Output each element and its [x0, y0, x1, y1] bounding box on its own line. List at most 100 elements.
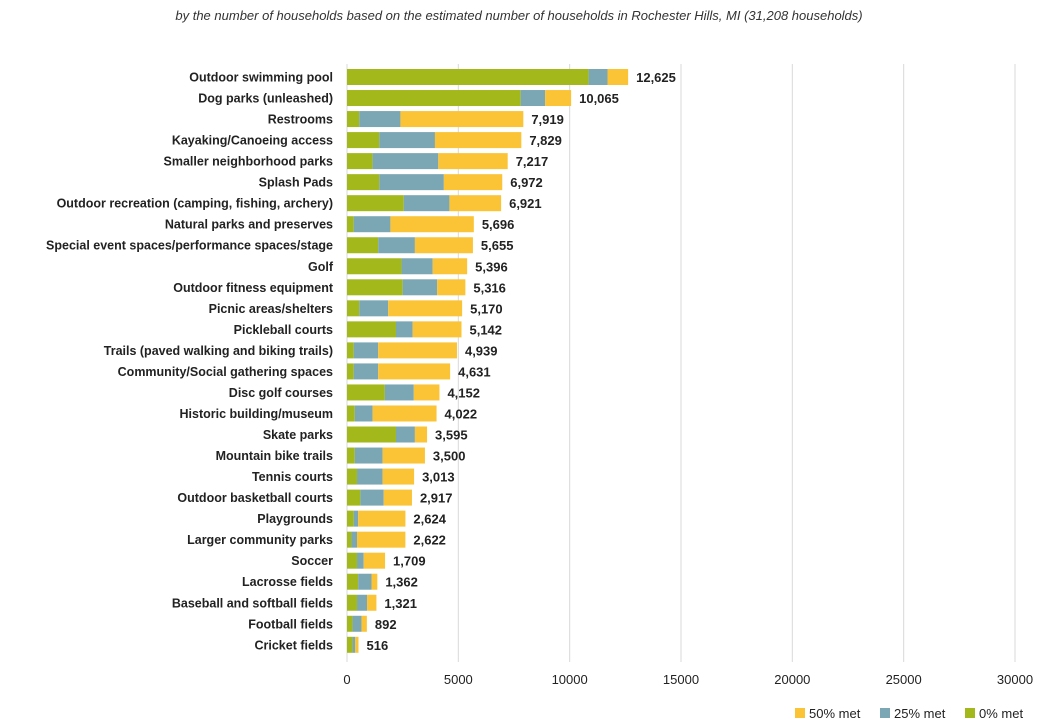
category-label: Golf [308, 260, 334, 274]
bar-segment [357, 552, 364, 569]
bar-segment [367, 594, 377, 611]
bar-segment [347, 342, 354, 359]
x-tick-label: 15000 [663, 672, 699, 687]
x-tick-label: 0 [343, 672, 350, 687]
bar-segment [395, 426, 415, 443]
bar-segment [372, 405, 437, 422]
bar-segment [379, 174, 444, 191]
bar-segment [372, 153, 439, 170]
bar-segment [347, 363, 354, 380]
bar-segment [347, 573, 359, 590]
bar-segment [402, 279, 438, 296]
bar-segment [607, 69, 629, 85]
value-label: 5,396 [475, 259, 508, 274]
bar-segment [414, 237, 473, 254]
bar-segment [347, 384, 385, 401]
bar-segment [395, 321, 413, 338]
value-label: 516 [366, 638, 388, 653]
bar-segment [443, 174, 503, 191]
value-label: 892 [375, 617, 397, 632]
category-label: Pickleball courts [234, 323, 333, 337]
bar-segment [354, 405, 373, 422]
bar-segment [412, 321, 462, 338]
value-label: 1,709 [393, 554, 426, 569]
bar-segment [378, 237, 415, 254]
category-label: Outdoor fitness equipment [173, 281, 334, 295]
category-label: Soccer [291, 554, 333, 568]
value-label: 5,142 [469, 322, 502, 337]
value-label: 12,625 [636, 70, 676, 85]
bar-segment [347, 426, 396, 443]
category-label: Trails (paved walking and biking trails) [104, 344, 333, 358]
bar-segment [347, 489, 361, 506]
bar-segment [347, 111, 360, 128]
category-label: Outdoor swimming pool [189, 71, 333, 85]
value-label: 2,624 [413, 512, 446, 527]
value-label: 7,919 [531, 112, 564, 127]
category-label: Mountain bike trails [216, 449, 333, 463]
bar-segment [352, 636, 356, 653]
bar-segment [401, 258, 433, 275]
bar-segment [414, 426, 428, 443]
bar-segment [434, 132, 522, 149]
bar-segment [363, 552, 386, 569]
bar-segment [588, 69, 608, 85]
bar-segment [355, 636, 359, 653]
value-label: 5,170 [470, 301, 503, 316]
value-label: 5,696 [482, 217, 515, 232]
bar-segment [347, 468, 358, 485]
bar-segment [358, 573, 372, 590]
category-label: Baseball and softball fields [172, 596, 333, 610]
x-tick-label: 5000 [444, 672, 473, 687]
category-label: Historic building/museum [180, 407, 334, 421]
value-label: 4,631 [458, 364, 491, 379]
bar-segment [382, 468, 415, 485]
bar-segment [352, 615, 362, 632]
bar-segment [347, 237, 379, 254]
bar-segment [545, 90, 572, 107]
bar-segment [347, 258, 402, 275]
value-label: 6,921 [509, 196, 542, 211]
category-label: Dog parks (unleashed) [198, 92, 333, 106]
bar-segment [403, 195, 450, 212]
category-label: Restrooms [268, 113, 333, 127]
bar-segment [358, 510, 406, 527]
bar-segment [347, 510, 354, 527]
category-label: Outdoor recreation (camping, fishing, ar… [57, 197, 333, 211]
category-label: Cricket fields [254, 638, 333, 652]
value-label: 10,065 [579, 91, 619, 106]
bar-segment [371, 573, 378, 590]
category-label: Community/Social gathering spaces [118, 365, 333, 379]
bar-segment [347, 615, 353, 632]
bar-segment [449, 195, 502, 212]
category-label: Tennis courts [252, 470, 333, 484]
bar-segment [378, 342, 457, 359]
bar-segment [383, 489, 412, 506]
value-label: 1,362 [385, 575, 418, 590]
bar-segment [347, 405, 355, 422]
value-label: 3,500 [433, 449, 466, 464]
bar-segment [400, 111, 524, 128]
value-label: 3,013 [422, 470, 455, 485]
value-label: 5,655 [481, 238, 514, 253]
category-label: Smaller neighborhood parks [164, 155, 334, 169]
bar-segment [347, 594, 358, 611]
bar-segment [357, 594, 368, 611]
x-tick-label: 30000 [997, 672, 1033, 687]
category-label: Playgrounds [257, 512, 333, 526]
bar-segment [390, 216, 474, 233]
bar-segment [438, 153, 508, 170]
value-label: 5,316 [473, 280, 506, 295]
x-tick-label: 20000 [774, 672, 810, 687]
legend-label: 25% met [894, 706, 946, 721]
bar-segment [360, 489, 384, 506]
category-label: Disc golf courses [229, 386, 333, 400]
bar-segment [353, 363, 379, 380]
bar-segment [347, 300, 360, 317]
bar-segment [353, 342, 379, 359]
chart-subtitle: by the number of households based on the… [175, 8, 863, 23]
bar-segment [347, 321, 396, 338]
value-label: 2,917 [420, 491, 453, 506]
bar-segment [384, 384, 414, 401]
